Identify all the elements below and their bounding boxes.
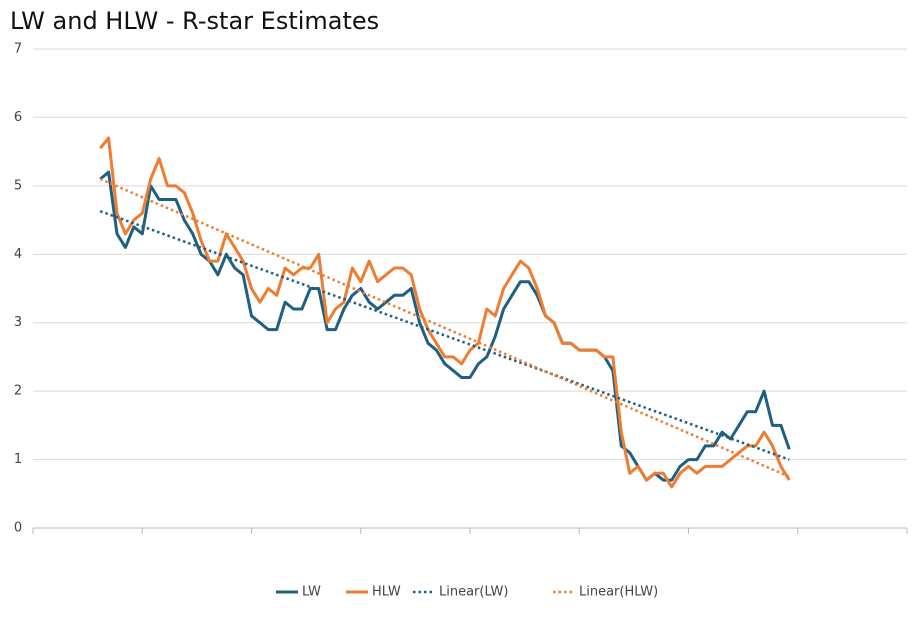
series-line [99, 136, 791, 489]
y-tick-label: 4 [14, 247, 22, 262]
y-tick-label: 6 [14, 110, 22, 125]
trend-line [99, 177, 790, 478]
trend-line [99, 210, 790, 461]
chart-title: LW and HLW - R-star Estimates [10, 7, 379, 35]
y-tick-label: 7 [14, 42, 22, 57]
y-tick-label: 0 [14, 521, 22, 536]
y-tick-label: 1 [14, 452, 22, 467]
y-tick-label: 5 [14, 178, 22, 193]
series-line [99, 170, 791, 482]
legend-label: Linear(LW) [439, 585, 508, 600]
y-tick-label: 2 [14, 384, 22, 399]
legend-label: LW [302, 585, 321, 600]
legend-label: HLW [372, 585, 401, 600]
legend-label: Linear(HLW) [579, 585, 658, 600]
y-tick-label: 3 [14, 315, 22, 330]
